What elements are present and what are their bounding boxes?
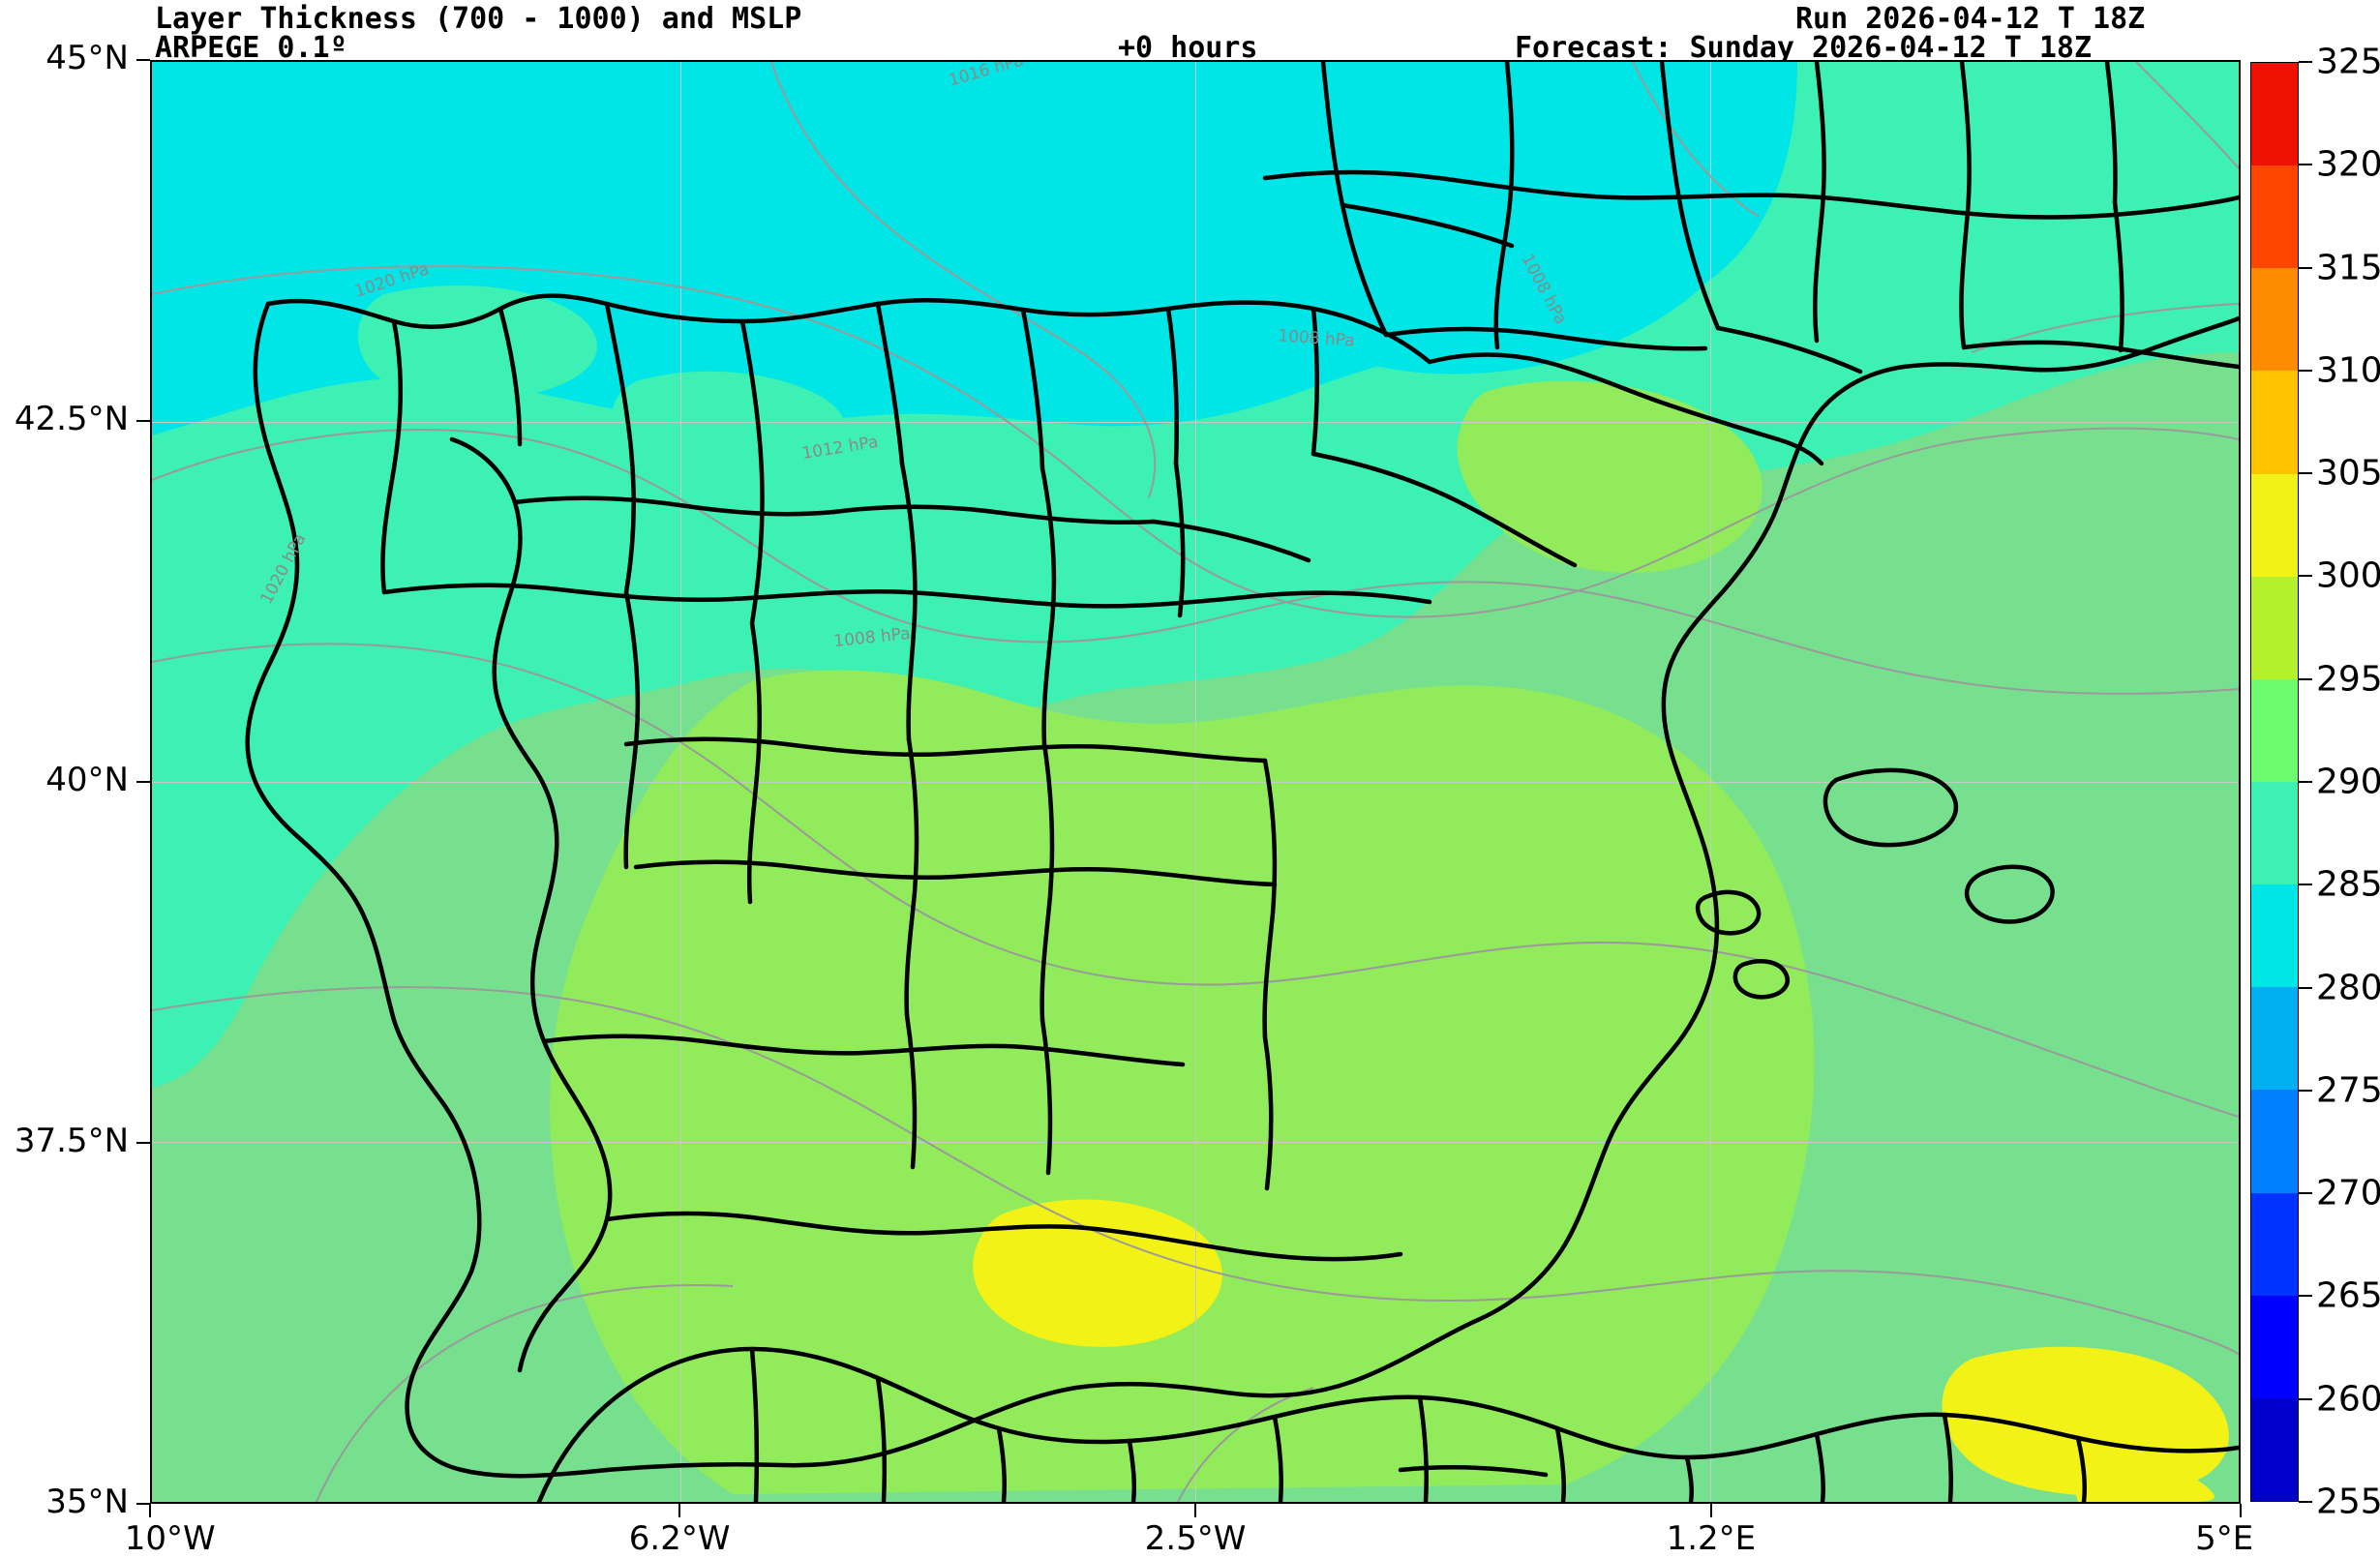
x-axis-tick (1709, 1504, 1712, 1517)
graticule-layer (152, 62, 2239, 1502)
colorbar-band (2251, 268, 2298, 372)
x-axis-label: 2.5°W (1144, 1519, 1247, 1558)
colorbar-tick-label: 310 (2316, 350, 2380, 391)
colorbar-band (2251, 473, 2298, 577)
colorbar-tick-label: 285 (2316, 864, 2380, 905)
chart-title: Layer Thickness (700 - 1000) and MSLP (155, 2, 802, 36)
y-axis-tick (136, 1142, 150, 1144)
colorbar-tick-label: 325 (2316, 42, 2380, 82)
colorbar-band (2251, 165, 2298, 269)
colorbar-band (2251, 884, 2298, 988)
y-axis-tick (136, 781, 150, 783)
colorbar-band (2251, 576, 2298, 679)
y-axis-tick (136, 420, 150, 422)
x-axis-tick (149, 1504, 151, 1517)
colorbar-tick-label: 290 (2316, 762, 2380, 802)
colorbar-tick (2299, 781, 2312, 783)
mslp-isobar-contours (152, 62, 2239, 1502)
isobar-label: 1008 hPa (1277, 325, 1356, 351)
colorbar-band (2251, 1090, 2298, 1193)
map-plot-area[interactable]: 1020 hPa 1020 hPa 1012 hPa 1008 hPa 1008 hPa… (150, 60, 2241, 1504)
colorbar-tick-label: 315 (2316, 248, 2380, 288)
colorbar-tick-label: 300 (2316, 555, 2380, 596)
colorbar-tick (2299, 677, 2312, 680)
x-axis-tick (678, 1504, 681, 1517)
colorbar-tick-label: 305 (2316, 453, 2380, 494)
x-axis-label: 10°W (124, 1519, 216, 1558)
forecast-hour-label: +0 hours (1118, 31, 1258, 65)
colorbar-band (2251, 1397, 2298, 1501)
y-axis-label: 45°N (45, 39, 129, 77)
x-axis-label: 6.2°W (628, 1519, 731, 1558)
colorbar-tick (2299, 369, 2312, 372)
isobar-label: 1020 hPa (256, 530, 311, 608)
y-axis-label: 35°N (45, 1483, 129, 1521)
isobar-label-layer: 1020 hPa 1020 hPa 1012 hPa 1008 hPa 1008 hPa… (152, 62, 2239, 1502)
colorbar-band (2251, 781, 2298, 885)
colorbar-tick (2299, 266, 2312, 269)
colorbar-tick (2299, 1295, 2312, 1298)
chart-header: Layer Thickness (700 - 1000) and MSLP AR… (0, 0, 2380, 65)
y-axis-label: 42.5°N (14, 400, 129, 438)
colorbar-tick-label: 275 (2316, 1070, 2380, 1111)
colorbar-tick (2299, 1089, 2312, 1092)
run-timestamp-label: Run 2026-04-12 T 18Z (1795, 2, 2146, 36)
colorbar-tick (2299, 575, 2312, 578)
x-axis-label: 1.2°E (1666, 1519, 1757, 1558)
colorbar-band (2251, 678, 2298, 782)
colorbar-band (2251, 63, 2298, 166)
isobar-label: 1008 hPa (1517, 251, 1571, 328)
colorbar-band (2251, 987, 2298, 1091)
colorbar-tick-label: 255 (2316, 1482, 2380, 1522)
isobar-label: 1016 hPa (947, 60, 1027, 91)
forecast-valid-label: Forecast: Sunday 2026-04-12 T 18Z (1515, 31, 2093, 65)
colorbar-band (2251, 1295, 2298, 1398)
y-axis-label: 37.5°N (14, 1122, 129, 1160)
colorbar-tick (2299, 884, 2312, 886)
isobar-label: 1020 hPa (352, 259, 432, 302)
isobar-label: 1008 hPa (832, 624, 912, 652)
colorbar-band (2251, 1192, 2298, 1296)
colorbar-tick-label: 270 (2316, 1173, 2380, 1213)
colorbar-tick (2299, 472, 2312, 475)
x-axis-tick (1194, 1504, 1196, 1517)
colorbar-tick-label: 265 (2316, 1275, 2380, 1316)
colorbar-tick (2299, 164, 2312, 166)
colorbar-tick-label: 320 (2316, 144, 2380, 185)
colorbar-band (2251, 371, 2298, 474)
y-axis-tick (136, 59, 150, 61)
colorbar[interactable] (2250, 62, 2299, 1502)
colorbar-tick (2299, 1501, 2312, 1503)
coastline-and-border-layer (245, 62, 2239, 1502)
y-axis-label: 40°N (45, 761, 129, 799)
colorbar-tick (2299, 1192, 2312, 1195)
colorbar-tick-label: 260 (2316, 1379, 2380, 1420)
y-axis-tick (136, 1503, 150, 1505)
isobar-label: 1012 hPa (800, 432, 881, 464)
colorbar-tick (2299, 61, 2312, 63)
colorbar-tick-label: 295 (2316, 659, 2380, 700)
colorbar-tick (2299, 1397, 2312, 1400)
colorbar-tick (2299, 986, 2312, 989)
colorbar-tick-label: 280 (2316, 968, 2380, 1008)
model-label: ARPEGE 0.1º (155, 31, 347, 65)
x-axis-label: 5°E (2195, 1519, 2254, 1558)
x-axis-tick (2240, 1504, 2242, 1517)
